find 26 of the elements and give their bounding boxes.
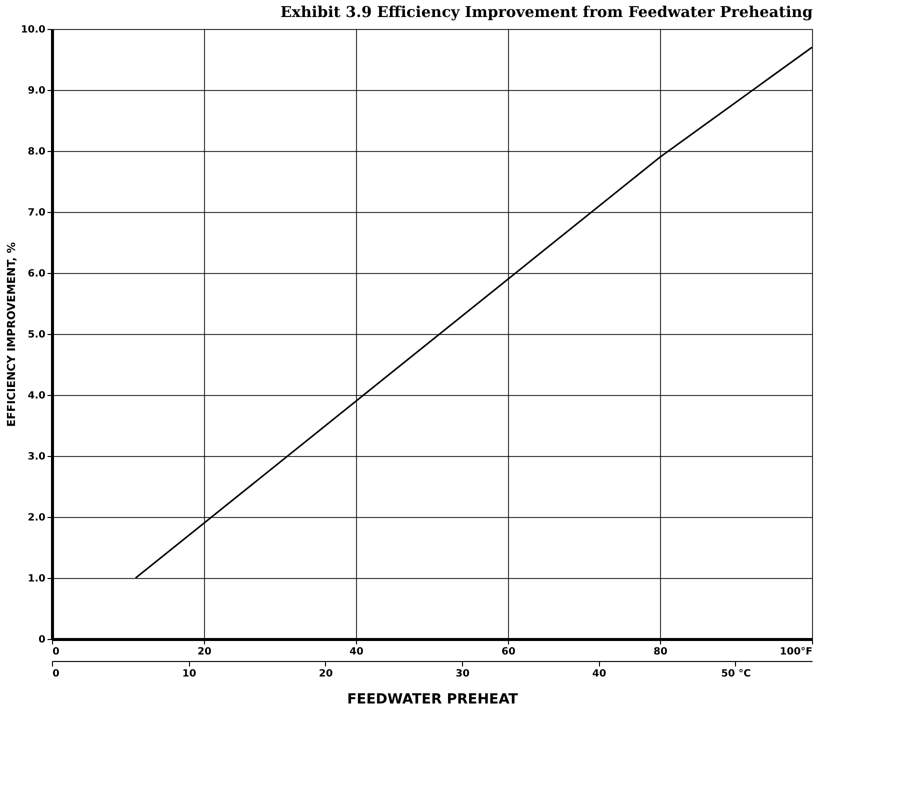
x-axis-title: FEEDWATER PREHEAT bbox=[347, 692, 518, 708]
x2-tick-label: 10 bbox=[182, 668, 196, 680]
y-axis-title: EFFICIENCY IMPROVEMENT, % bbox=[4, 242, 18, 427]
x2-tick-label: 30 bbox=[456, 668, 470, 680]
y-tick-label: 3.0 bbox=[28, 452, 46, 462]
x-tick-label: 80 bbox=[654, 646, 668, 658]
y-tick-label: 9.0 bbox=[28, 86, 46, 96]
x2-tick-label: 20 bbox=[318, 668, 333, 680]
y-tick-label: 6.0 bbox=[28, 268, 46, 280]
x-tick-label: 0 bbox=[52, 646, 60, 658]
y-tick-label: 0 bbox=[38, 634, 46, 646]
x2-tick-label: 0 bbox=[52, 668, 60, 680]
y-tick-label: 4.0 bbox=[28, 390, 46, 402]
y-tick-label: 2.0 bbox=[28, 512, 46, 524]
x-tick-label: 60 bbox=[502, 646, 516, 658]
x-tick-label: 40 bbox=[350, 646, 364, 658]
y-tick-label: 10.0 bbox=[20, 24, 46, 36]
y-tick-label: 1.0 bbox=[28, 574, 46, 584]
x-tick-label: 20 bbox=[198, 646, 212, 658]
y-tick-label: 8.0 bbox=[28, 146, 46, 158]
x-tick-label: 100°F bbox=[780, 646, 812, 658]
x2-tick-label: 40 bbox=[592, 668, 606, 680]
y-tick-label: 7.0 bbox=[28, 208, 46, 218]
chart-title: Exhibit 3.9 Efficiency Improvement from Feedwater Preheating bbox=[280, 3, 814, 21]
y-tick-label: 5.0 bbox=[28, 330, 46, 340]
x2-tick-label: 50 °C bbox=[721, 668, 751, 680]
